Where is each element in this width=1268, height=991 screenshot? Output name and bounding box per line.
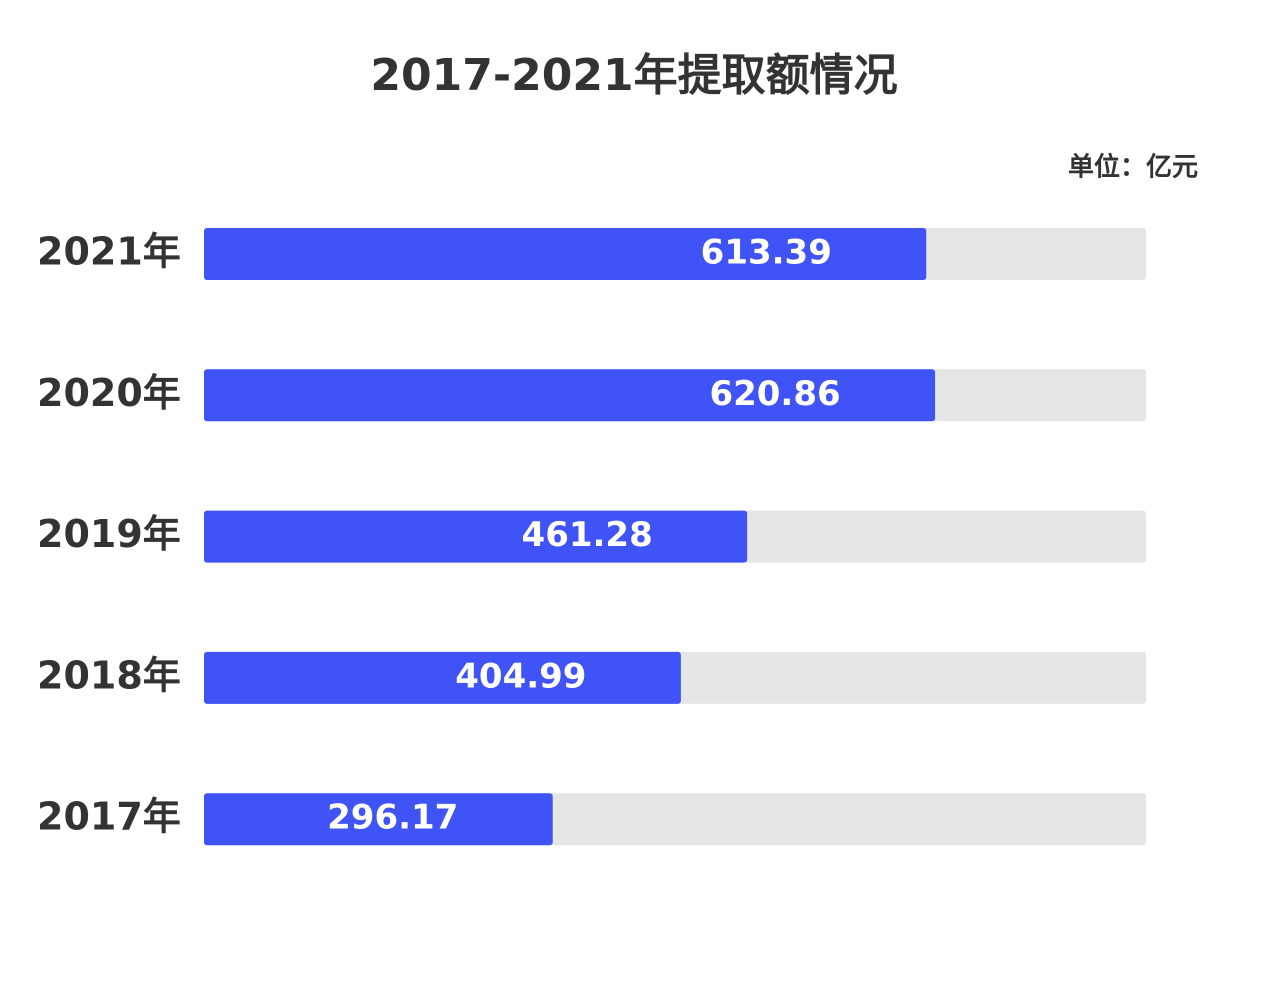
value-label: 613.39 xyxy=(701,233,832,273)
bar xyxy=(204,228,927,280)
value-label: 620.86 xyxy=(709,374,840,414)
unit-label: 单位：亿元 xyxy=(1068,152,1198,183)
bar xyxy=(204,793,553,846)
bar xyxy=(204,510,748,563)
y-tick-label: 2018年 xyxy=(37,653,181,697)
y-tick-label: 2017年 xyxy=(37,795,181,839)
bar xyxy=(204,651,681,704)
y-tick-label: 2019年 xyxy=(37,512,181,556)
value-label: 296.17 xyxy=(327,798,458,838)
y-tick-label: 2021年 xyxy=(37,230,181,274)
bar xyxy=(204,369,936,422)
value-label: 461.28 xyxy=(522,515,653,555)
chart-title: 2017-2021年提取额情况 xyxy=(370,50,897,101)
value-label: 404.99 xyxy=(455,656,586,696)
y-tick-label: 2020年 xyxy=(37,371,181,415)
